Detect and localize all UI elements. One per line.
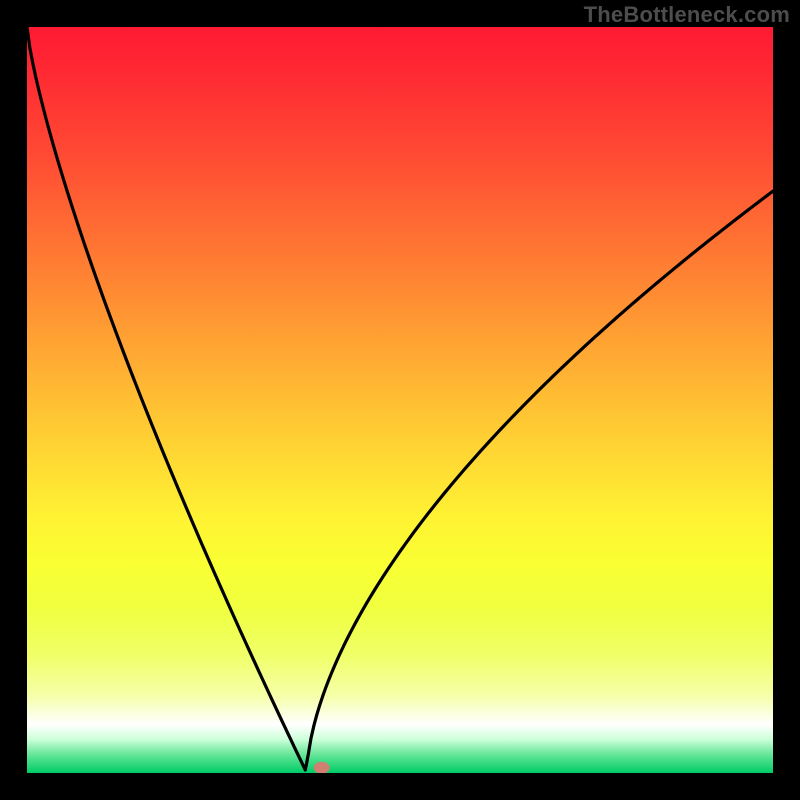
optimum-marker — [314, 762, 330, 774]
chart-frame: TheBottleneck.com — [0, 0, 800, 800]
watermark-text: TheBottleneck.com — [584, 2, 790, 28]
plot-background — [27, 27, 773, 773]
chart-svg — [0, 0, 800, 800]
